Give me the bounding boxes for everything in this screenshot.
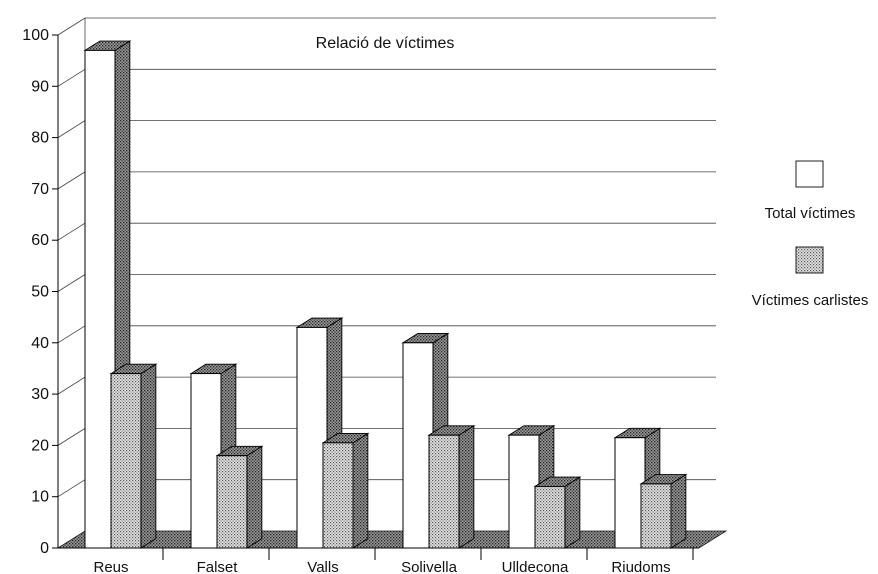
x-tick-label: Solivella — [401, 559, 458, 574]
y-tick-label: 90 — [31, 78, 49, 95]
y-tick-label: 50 — [31, 284, 49, 301]
bar-side — [352, 432, 369, 549]
bar-front — [190, 373, 222, 549]
x-axis-labels: Reus Falset Valls Solivella Ulldecona Riudoms — [93, 548, 694, 574]
bar-total-victimes — [295, 317, 344, 549]
bars — [83, 40, 688, 549]
bar-side — [458, 424, 475, 549]
bar-front — [640, 483, 672, 549]
bar-victimes-carlistes — [427, 424, 476, 549]
chart-title: Relació de víctimes — [316, 35, 455, 52]
y-axis: 0 10 20 30 40 50 60 70 80 90 100 — [22, 27, 59, 557]
gridline-depth — [57, 274, 86, 292]
legend-swatch-total — [795, 160, 824, 188]
x-tick-label: Reus — [93, 559, 128, 574]
x-tick-label: Falset — [197, 559, 239, 574]
y-tick-label: 30 — [31, 386, 49, 403]
bar-side — [564, 476, 581, 549]
x-tick-label: Valls — [307, 559, 338, 574]
bar-front — [428, 434, 460, 549]
bar-victimes-carlistes — [215, 445, 264, 549]
bar-front — [322, 442, 354, 549]
bar-front — [402, 342, 434, 549]
legend-label-total: Total víctimes — [765, 205, 856, 222]
gridline-depth — [57, 222, 86, 241]
x-tick-label: Riudoms — [611, 559, 670, 574]
legend-label-carlist: Víctimes carlistes — [752, 292, 869, 309]
y-tick-label: 10 — [31, 489, 49, 506]
y-tick-label: 20 — [31, 437, 49, 454]
gridline-depth — [57, 68, 86, 87]
bar-front — [296, 326, 328, 549]
gridline-depth — [57, 17, 86, 36]
bar-victimes-carlistes — [533, 476, 582, 549]
bar-front — [216, 455, 248, 549]
gridline-depth — [57, 479, 86, 498]
legend-swatch-carlist — [795, 246, 824, 274]
bar-front — [84, 49, 116, 549]
gridline-depth — [57, 325, 86, 344]
bar-front — [110, 373, 142, 549]
bar-side — [670, 473, 687, 549]
y-tick-label: 100 — [22, 27, 49, 44]
y-tick-label: 0 — [40, 540, 49, 557]
bar-victimes-carlistes — [321, 432, 370, 549]
legend: Total víctimes Víctimes carlistes — [752, 160, 869, 309]
bar-side — [140, 363, 157, 549]
gridline-depth — [57, 376, 86, 395]
x-tick-label: Ulldecona — [502, 559, 569, 574]
bar-victimes-carlistes — [109, 363, 158, 549]
bar-victimes-carlistes — [639, 473, 688, 549]
y-tick-label: 60 — [31, 232, 49, 249]
bar-front — [534, 485, 566, 549]
gridline-depth — [57, 428, 86, 446]
bar-front — [614, 437, 646, 549]
gridline-depth — [57, 171, 86, 190]
y-tick-label: 70 — [31, 181, 49, 198]
gridline-depth — [57, 120, 86, 138]
y-tick-label: 80 — [31, 130, 49, 147]
bar-side — [246, 445, 263, 549]
y-tick-label: 40 — [31, 335, 49, 352]
